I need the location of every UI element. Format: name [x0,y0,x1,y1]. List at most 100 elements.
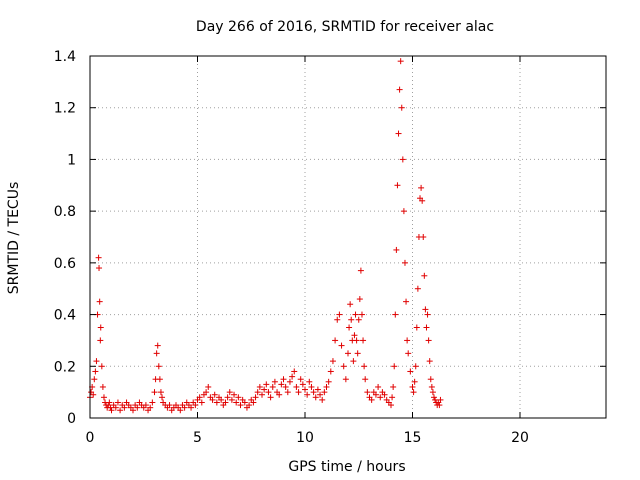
plot-frame [89,55,607,419]
data-point [329,358,336,365]
data-point [352,311,359,318]
data-point [106,399,113,406]
y-tick-label: 0.4 [54,308,76,324]
data-point [289,373,296,380]
data-point [156,376,163,383]
data-point [280,376,287,383]
data-point [97,337,104,344]
data-point [437,396,444,403]
data-point [265,389,272,396]
data-point [166,402,173,409]
data-point [364,389,371,396]
data-point [428,383,435,390]
x-tick-label: 15 [404,430,422,446]
data-point [130,407,136,414]
data-point [358,311,365,318]
data-point [284,389,291,396]
data-point [304,391,311,398]
data-point [332,337,339,344]
data-point [424,311,431,318]
data-point [155,363,162,370]
data-point [159,394,166,401]
data-point [405,350,412,357]
data-point [319,396,326,403]
data-point [306,378,313,385]
data-point [233,399,240,406]
data-point [321,389,328,396]
y-tick-label: 0.2 [54,359,76,375]
data-point [299,381,306,388]
data-point [192,402,199,409]
data-point [295,389,302,396]
data-point [360,337,367,344]
data-point [112,404,119,411]
axis-ticks [89,55,606,419]
grid-lines [90,56,606,418]
data-point [100,394,107,401]
data-point [224,394,231,401]
data-point [404,337,411,344]
data-point [323,383,330,390]
data-point [397,58,404,65]
data-point [377,394,384,401]
data-point [98,363,105,370]
x-tick-label: 20 [511,430,529,446]
data-point [99,383,106,390]
data-point [269,383,276,390]
data-point [396,86,403,93]
data-point [107,404,114,411]
data-point [422,306,429,313]
x-tick-label: 0 [86,430,95,446]
y-tick-label: 0.6 [54,256,76,272]
data-point [205,383,212,390]
data-point [351,332,358,339]
data-point [399,156,406,163]
data-point [425,337,432,344]
data-point [346,324,353,331]
data-point [400,208,407,215]
data-point [271,378,278,385]
data-point [353,337,360,344]
data-point [188,404,195,411]
data-point [267,394,274,401]
data-point [226,389,233,396]
data-point [426,358,433,365]
data-point [350,358,357,365]
data-point [327,368,334,375]
data-point [392,311,399,318]
data-point [134,404,141,411]
data-point [149,399,156,406]
data-point [222,399,229,406]
x-tick-labels: 0 5 10 15 20 [86,430,529,446]
data-point [90,391,97,398]
data-point [231,391,238,398]
data-point [368,396,375,403]
data-point [347,301,354,308]
data-point [241,399,248,406]
data-point [153,350,160,357]
y-tick-labels: 0 0.2 0.4 0.6 0.8 1 1.2 1.4 [54,49,76,427]
data-point [348,316,355,323]
data-point [261,386,268,393]
data-point [401,259,408,266]
data-point [389,394,396,401]
data-point [407,368,414,375]
y-tick-label: 1.2 [54,101,76,117]
data-point [282,383,289,390]
data-point [203,389,210,396]
data-point [325,378,332,385]
data-point [263,381,270,388]
data-point [256,383,263,390]
data-point [410,389,417,396]
data-point [398,104,405,111]
data-point [419,197,426,204]
data-point [181,404,188,411]
data-point [361,363,368,370]
data-point [381,391,388,398]
data-point [391,363,398,370]
data-point [93,358,100,365]
data-point [362,376,369,383]
data-point [142,402,149,409]
data-point [213,399,220,406]
